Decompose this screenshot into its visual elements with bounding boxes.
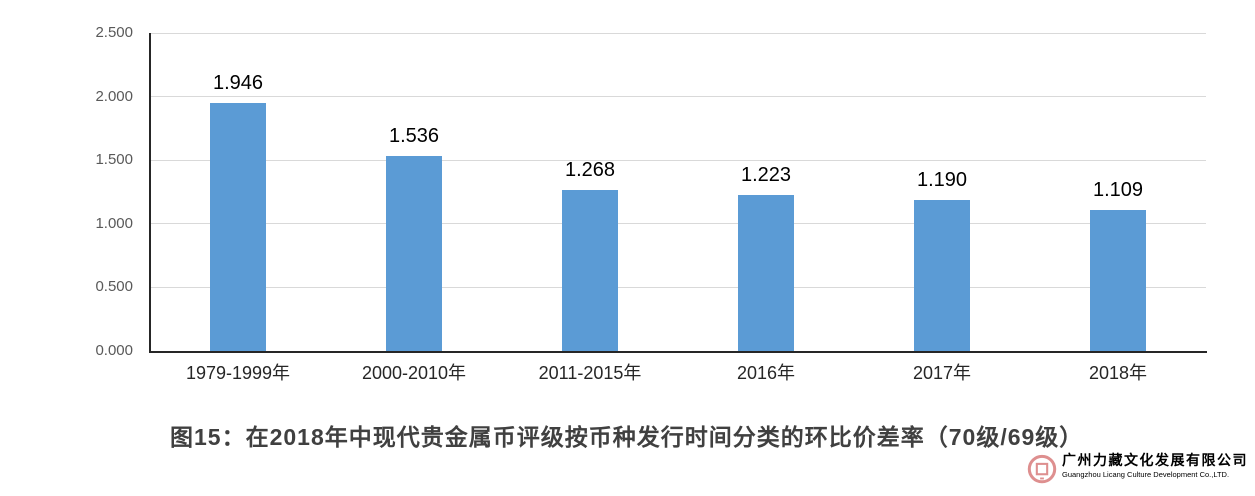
x-category-label: 1979-1999年 xyxy=(185,363,291,383)
bar-chart-plot-area: 1.946 1.536 1.268 1.223 1.190 1.109 xyxy=(150,32,1206,351)
x-category-label: 2018年 xyxy=(1088,363,1148,383)
y-tick-label: 0.000 xyxy=(95,342,133,359)
x-category-label: 2017年 xyxy=(912,363,972,383)
coin-icon xyxy=(1027,454,1057,484)
gridline xyxy=(150,96,1206,98)
gridline xyxy=(150,223,1206,225)
bar-value-label: 1.109 xyxy=(1092,178,1144,201)
y-tick-label: 1.000 xyxy=(95,214,133,232)
bar-2017年 xyxy=(914,199,970,351)
bar-2011-2015年 xyxy=(562,189,618,351)
gridline xyxy=(150,286,1206,288)
y-tick-label: 2.500 xyxy=(95,24,133,41)
x-category-label: 2011-2015年 xyxy=(538,363,642,383)
bar-1979-1999年 xyxy=(210,103,266,351)
company-logo: 广州力藏文化发展有限公司 Guangzhou Licang Culture De… xyxy=(1026,453,1248,487)
company-logo-text: 广州力藏文化发展有限公司 Guangzhou Licang Culture De… xyxy=(1062,453,1248,479)
x-axis xyxy=(149,351,1207,353)
bar-2000-2010年 xyxy=(386,155,442,351)
bar-value-label: 1.536 xyxy=(388,124,440,147)
bar-2016年 xyxy=(738,195,794,351)
chart-title: 图15：在2018年中现代贵金属币评级按币种发行时间分类的环比价差率（70级/6… xyxy=(170,424,1084,450)
company-name-cn: 广州力藏文化发展有限公司 xyxy=(1062,453,1248,469)
company-name-en: Guangzhou Licang Culture Development Co.… xyxy=(1062,470,1230,479)
bar-value-label: 1.268 xyxy=(564,158,616,181)
y-axis xyxy=(149,33,151,351)
bar-value-label: 1.946 xyxy=(212,72,264,95)
bar-value-label: 1.190 xyxy=(916,168,968,191)
bar-2018年 xyxy=(1090,209,1146,351)
x-category-label: 2016年 xyxy=(736,363,796,383)
gridline xyxy=(150,159,1206,161)
y-tick-label: 1.500 xyxy=(95,151,133,169)
y-tick-label: 2.000 xyxy=(95,87,133,105)
gridline xyxy=(150,32,1206,34)
x-category-label: 2000-2010年 xyxy=(361,363,467,383)
bar-value-label: 1.223 xyxy=(740,164,792,187)
y-tick-label: 0.500 xyxy=(95,278,133,296)
